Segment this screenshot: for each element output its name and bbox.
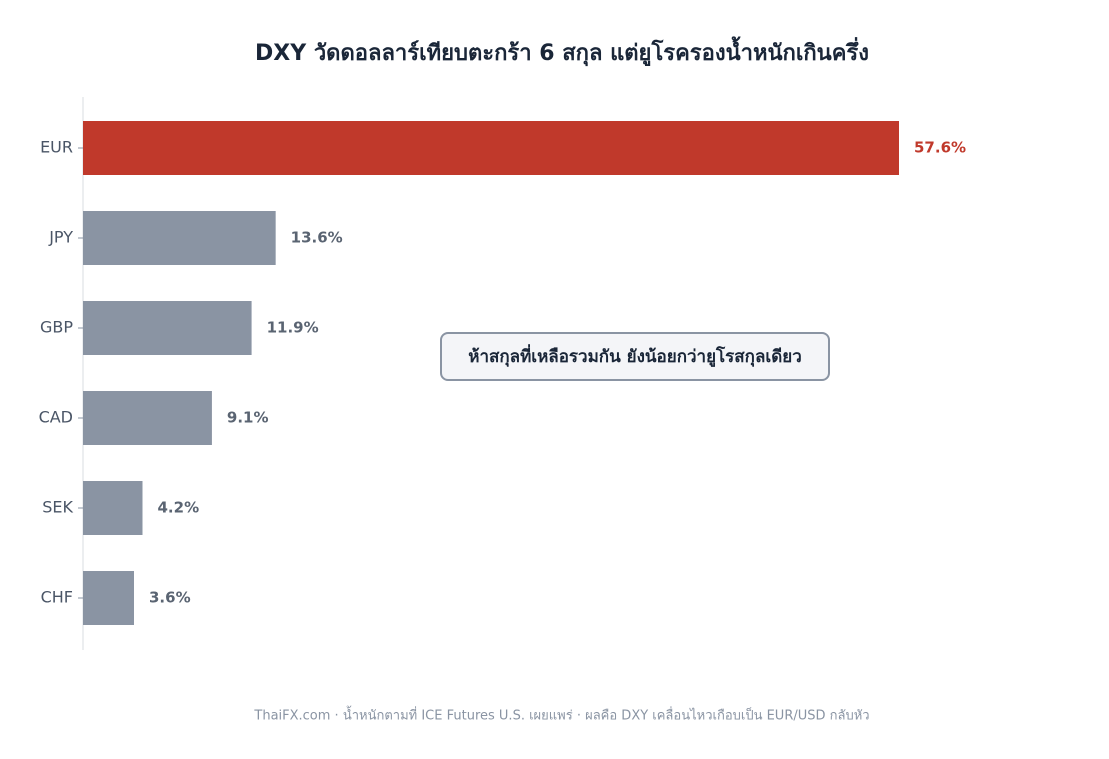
y-tick-label: EUR <box>40 138 73 157</box>
value-label: 3.6% <box>149 589 191 607</box>
value-label: 57.6% <box>914 139 966 157</box>
y-tick-label: CHF <box>41 588 73 607</box>
y-tick-label: GBP <box>40 318 73 337</box>
value-label: 9.1% <box>227 409 269 427</box>
value-label: 4.2% <box>158 499 200 517</box>
y-tick-label: SEK <box>42 498 73 517</box>
value-label: 11.9% <box>267 319 319 337</box>
y-tick-label: JPY <box>48 228 73 247</box>
bar <box>83 211 276 265</box>
bar <box>83 481 143 535</box>
bar <box>83 301 252 355</box>
bar <box>83 121 899 175</box>
bar <box>83 571 134 625</box>
footer: ThaiFX.com · น้ำหนักตามที่ ICE Futures U… <box>253 706 869 724</box>
annotation-box <box>440 332 830 381</box>
value-label: 13.6% <box>291 229 343 247</box>
bar <box>83 391 212 445</box>
annotation: ห้าสกุลที่เหลือรวมกัน ยังน้อยกว่ายูโรสกุ… <box>468 344 802 368</box>
y-tick-label: CAD <box>39 408 73 427</box>
chart-title: DXY วัดดอลลาร์เทียบตะกร้า 6 สกุล แต่ยูโร… <box>255 36 869 67</box>
